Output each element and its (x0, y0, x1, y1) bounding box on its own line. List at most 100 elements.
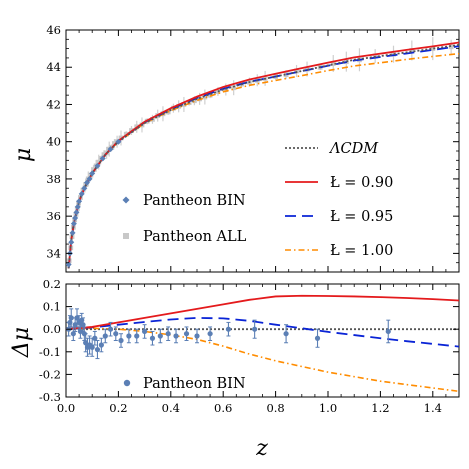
bottom-y-tick-label: -0.3 (39, 390, 61, 404)
top-y-tick-label: 42 (46, 97, 61, 111)
pantheon-bin-point (83, 179, 90, 186)
residual-point (173, 333, 179, 339)
residual-point (74, 315, 80, 321)
pantheon-bin-point (76, 198, 83, 205)
residual-point (102, 333, 108, 339)
legend-line-label: Ł = 1.00 (330, 243, 393, 259)
bottom-curve-090 (66, 294, 459, 331)
residual-point (165, 331, 171, 337)
bottom-curve-095 (66, 316, 459, 348)
residual-point (70, 331, 76, 337)
residual-point (157, 333, 163, 339)
residual-point (126, 333, 132, 339)
residual-point (183, 331, 190, 337)
pantheon-bin-point (70, 220, 77, 227)
legend-line-label: Ł = 0.95 (330, 209, 393, 225)
top-y-tick-label: 38 (46, 172, 61, 186)
top-y-tick-label: 34 (46, 246, 61, 260)
pantheon-all-point (430, 46, 436, 52)
pantheon-bin-point (78, 190, 85, 197)
pantheon-all-point (181, 102, 187, 107)
top-y-tick-label: 40 (46, 135, 61, 149)
residual-point (252, 326, 258, 332)
pantheon-bin-point (73, 209, 80, 216)
residual-point (113, 331, 119, 337)
bottom-x-tick-label: 0.4 (162, 401, 180, 415)
top-y-tick-label: 44 (46, 60, 61, 74)
bottom-x-tick-label: 0.6 (214, 401, 232, 415)
pantheon-bin-point (99, 155, 106, 162)
bottom-x-tick-label: 0.8 (266, 401, 284, 415)
pantheon-bin-point (72, 215, 79, 222)
bottom-x-tick-label: 1.0 (319, 401, 337, 415)
pantheon-bin-point (74, 203, 81, 210)
legend-point-label: Pantheon ALL (143, 229, 247, 245)
pantheon-all-point (294, 68, 299, 74)
bottom-panel-frame (65, 283, 460, 398)
residual-point (107, 326, 114, 332)
residual-point (80, 322, 86, 328)
residual-point (225, 326, 232, 332)
pantheon-bin-point (94, 162, 101, 169)
bottom-y-tick-label: -0.2 (39, 367, 61, 381)
residual-point (118, 337, 124, 344)
residual-point (283, 331, 289, 337)
top-curve-cdm (67, 43, 459, 269)
bottom-curve-100 (66, 327, 459, 393)
x-axis-label: z (255, 436, 268, 461)
residual-point (92, 335, 98, 341)
bottom-panel-ticks: -0.3 -0.2 -0.1 0.0 0.1 0.2 0.0 0.2 0.4 0.6 0.8 1.0 1… (39, 277, 459, 415)
bottom-x-tick-label: 1.2 (371, 401, 389, 415)
pantheon-all-point (409, 48, 415, 53)
top-y-axis-label: μ (11, 148, 36, 162)
pantheon-all-point (96, 159, 102, 165)
legend-point-label: Pantheon BIN (143, 376, 246, 392)
residual-point (194, 333, 200, 339)
pantheon-bin-point (107, 146, 114, 153)
residual-point (94, 346, 101, 353)
bottom-x-tick-label: 0.0 (57, 401, 75, 415)
bottom-y-axis-label: Δμ (9, 327, 34, 358)
legend-point-swatch (123, 233, 129, 239)
pantheon-all-point (231, 85, 237, 91)
top-y-tick-label: 46 (46, 23, 61, 37)
residual-point (77, 328, 84, 335)
residual-point (314, 335, 321, 341)
pantheon-bin-point (69, 229, 76, 236)
residual-point (149, 335, 156, 341)
pantheon-bin-point (115, 138, 122, 145)
residual-point (68, 315, 74, 321)
pantheon-all-point (207, 92, 213, 98)
top-y-tick-label: 36 (46, 209, 61, 223)
bottom-y-tick-label: 0.0 (43, 322, 61, 336)
pantheon-all-point (330, 61, 336, 66)
legend-point-label: Pantheon BIN (143, 193, 246, 209)
pantheon-bin-point (68, 239, 75, 246)
residual-point (142, 328, 148, 335)
legend-point-swatch (122, 196, 130, 204)
residual-point (207, 331, 213, 337)
pantheon-bin-point (86, 175, 93, 182)
residual-point (134, 333, 140, 339)
top-panel-ticks: 34 36 38 40 42 44 46 (46, 23, 459, 273)
bottom-x-tick-label: 0.2 (109, 401, 127, 415)
residual-point (98, 342, 104, 348)
pantheon-all-point (112, 141, 117, 146)
pantheon-all-point (191, 98, 197, 104)
legend-line-label: Ł = 0.90 (330, 175, 393, 191)
legend-point-swatch (123, 379, 131, 387)
pantheon-all-point (391, 51, 396, 57)
pantheon-all-point (283, 72, 289, 78)
residual-point (385, 328, 391, 335)
legend-line-label: ΛCDM (328, 141, 379, 157)
pantheon-all-point (91, 167, 96, 173)
residual-point (89, 344, 95, 350)
bottom-y-tick-label: -0.1 (39, 345, 61, 359)
pantheon-bin-point (89, 170, 96, 177)
pantheon-all-point (101, 152, 107, 158)
bottom-y-tick-label: 0.1 (43, 300, 61, 314)
bottom-x-tick-label: 1.4 (424, 401, 442, 415)
bottom-y-tick-label: 0.2 (43, 277, 61, 291)
pantheon-bin-point (81, 185, 88, 192)
